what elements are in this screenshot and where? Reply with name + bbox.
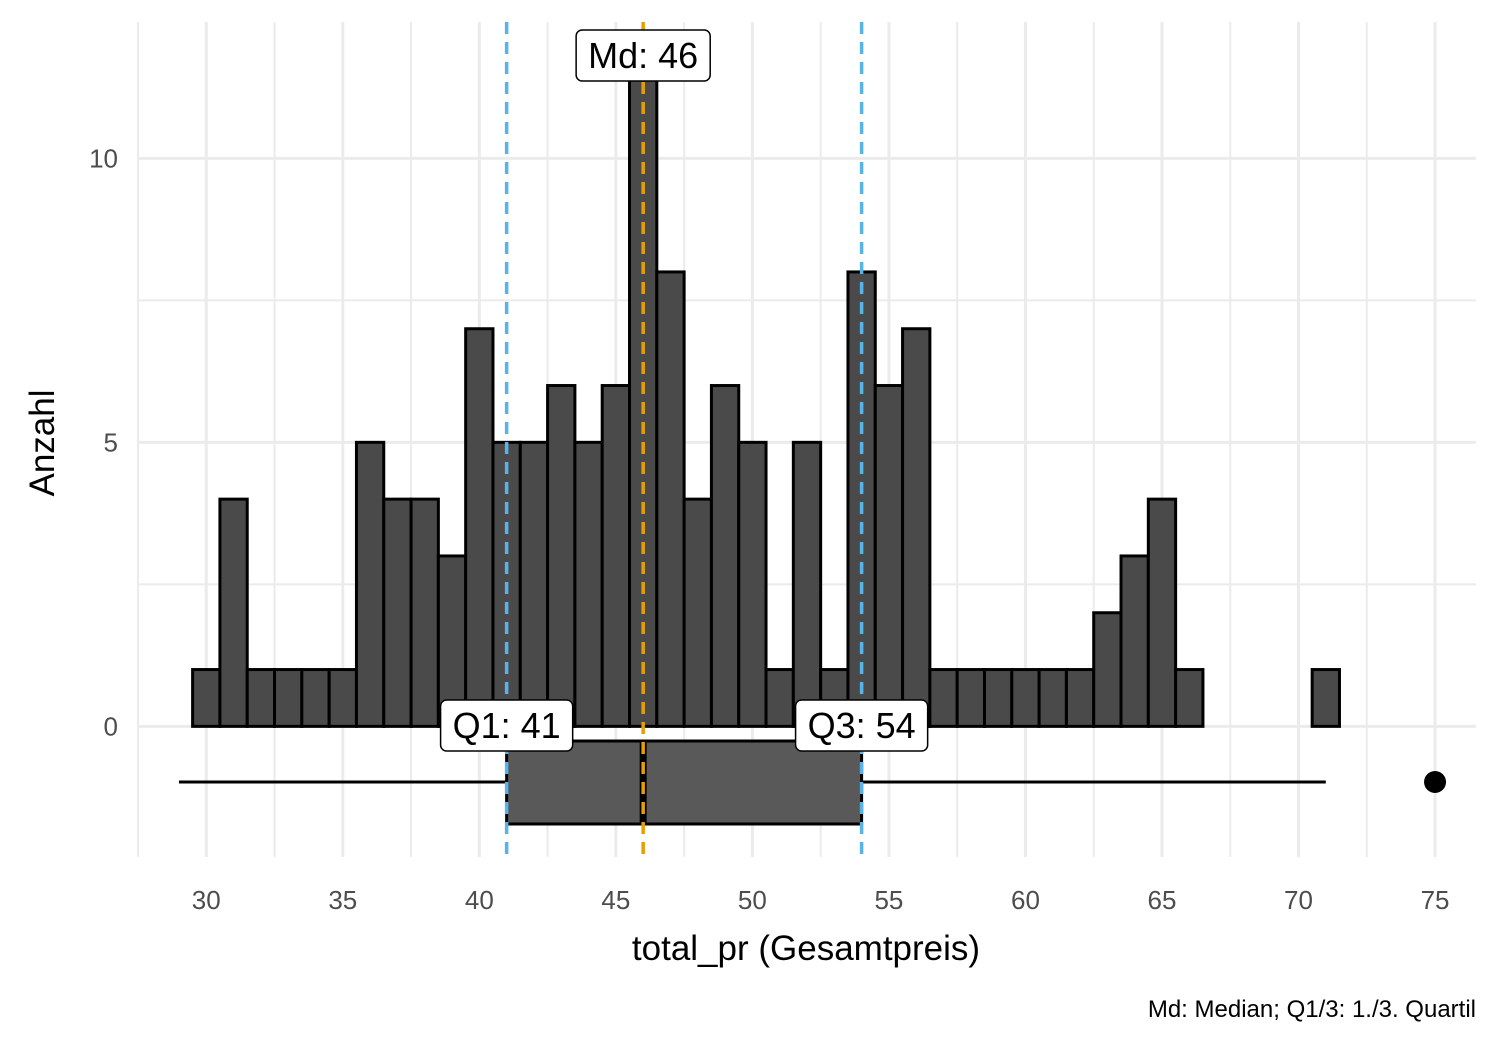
histogram-bar bbox=[354, 440, 386, 728]
reference-labels: Q1: 41 Md: 46 Q3: 54 bbox=[439, 29, 929, 752]
histogram-bar bbox=[1010, 668, 1041, 728]
axis-ticks: 30 35 40 45 50 55 60 65 70 75 0 5 10 bbox=[89, 143, 1449, 915]
histogram-bar bbox=[846, 270, 877, 728]
histogram-bar bbox=[873, 384, 905, 728]
histogram-bar bbox=[1146, 497, 1178, 728]
histogram-bar bbox=[327, 668, 358, 728]
histogram-bar bbox=[1119, 554, 1150, 728]
histogram-bar bbox=[546, 384, 577, 728]
histogram-bar bbox=[1174, 668, 1205, 728]
histogram-bar bbox=[655, 270, 686, 728]
boxplot-box bbox=[505, 739, 864, 826]
x-tick-label: 55 bbox=[874, 885, 903, 915]
boxplot-outlier bbox=[1424, 771, 1447, 793]
y-tick-label: 10 bbox=[89, 143, 118, 173]
histogram-bar bbox=[409, 497, 440, 728]
x-tick-label: 50 bbox=[738, 885, 767, 915]
x-tick-label: 30 bbox=[192, 885, 221, 915]
y-tick-label: 5 bbox=[104, 427, 118, 457]
x-tick-label: 65 bbox=[1148, 885, 1177, 915]
reference-label-box bbox=[439, 699, 574, 752]
x-tick-label: 35 bbox=[328, 885, 357, 915]
x-tick-label: 45 bbox=[601, 885, 630, 915]
histogram-bar bbox=[709, 384, 741, 728]
histogram-bar bbox=[573, 440, 604, 728]
x-tick-label: 70 bbox=[1284, 885, 1313, 915]
histogram-bar bbox=[682, 497, 713, 728]
histogram-bar bbox=[218, 497, 249, 728]
histogram-bar bbox=[1064, 668, 1096, 728]
histogram-bar bbox=[436, 554, 468, 728]
reference-label-text: Q3: 54 bbox=[808, 705, 916, 746]
x-tick-label: 75 bbox=[1421, 885, 1450, 915]
histogram-bar bbox=[901, 327, 932, 728]
histogram-bar bbox=[955, 668, 986, 728]
histogram-bar bbox=[245, 668, 277, 728]
chart-caption: Md: Median; Q1/3: 1./3. Quartil bbox=[1148, 996, 1476, 1023]
histogram-bar bbox=[928, 668, 959, 728]
reference-label-box bbox=[794, 699, 929, 752]
histogram-bar bbox=[1092, 611, 1123, 728]
histogram-bar bbox=[1037, 668, 1068, 728]
histogram-bar bbox=[191, 668, 222, 728]
histogram-bars bbox=[191, 43, 1341, 728]
histogram-bar bbox=[791, 440, 823, 728]
histogram-bar bbox=[982, 668, 1014, 728]
histogram-bar bbox=[764, 668, 795, 728]
histogram-bar bbox=[273, 668, 304, 728]
histogram-bar bbox=[518, 440, 550, 728]
x-tick-label: 40 bbox=[465, 885, 494, 915]
histogram-bar bbox=[1310, 668, 1341, 728]
y-tick-label: 0 bbox=[104, 711, 118, 741]
reference-label-text: Q1: 41 bbox=[453, 705, 561, 746]
histogram-bar bbox=[464, 327, 495, 728]
reference-label-text: Md: 46 bbox=[588, 35, 698, 76]
histogram-bar bbox=[737, 440, 768, 728]
x-axis-title: total_pr (Gesamtpreis) bbox=[632, 929, 980, 968]
histogram-bar bbox=[382, 497, 413, 728]
histogram-bar bbox=[300, 668, 331, 728]
x-tick-label: 60 bbox=[1011, 885, 1040, 915]
reference-label-box bbox=[575, 29, 711, 82]
y-axis-title: Anzahl bbox=[23, 389, 62, 496]
histogram-bar bbox=[600, 384, 632, 728]
boxplot bbox=[178, 739, 1447, 826]
